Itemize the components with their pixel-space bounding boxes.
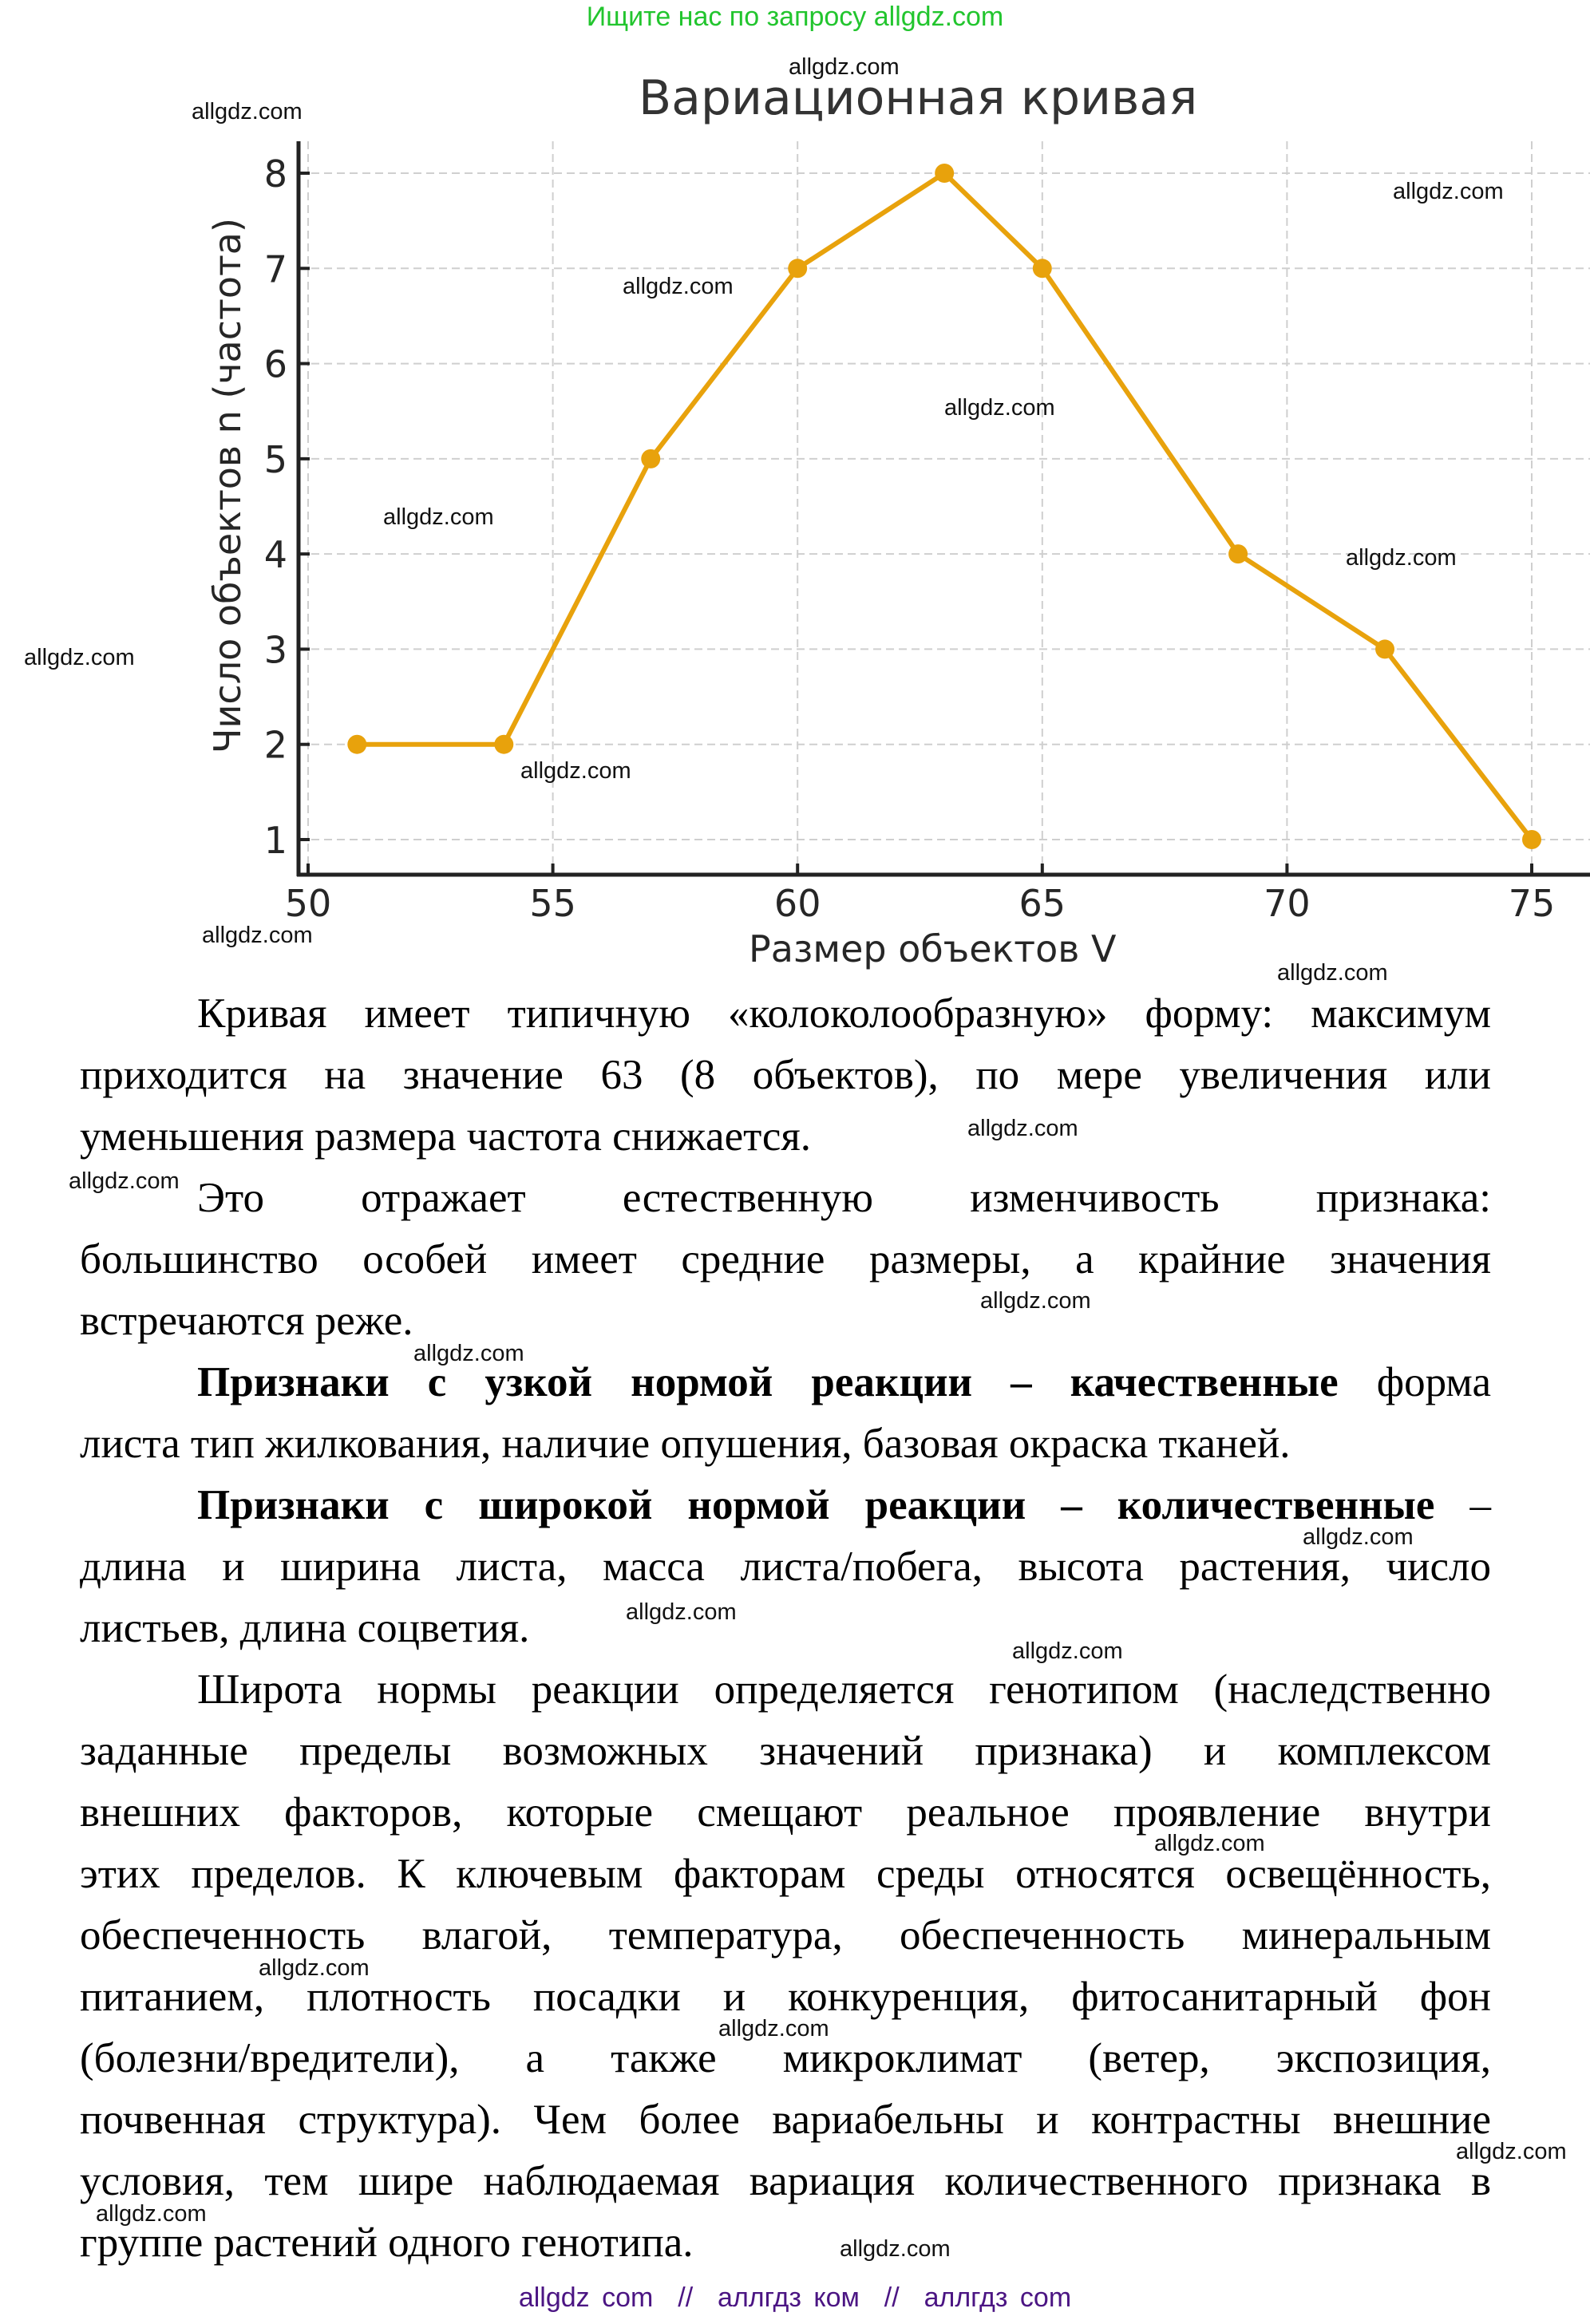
watermark: allgdz.com (718, 2016, 829, 2041)
text-line-wide-norm: Признаки с широкой нормой реакции – коли… (80, 1475, 1491, 1536)
svg-text:70: 70 (1264, 882, 1311, 925)
watermark: allgdz.com (192, 99, 303, 125)
watermark: allgdz.com (840, 2236, 951, 2262)
watermark: allgdz.com (1012, 1638, 1123, 1664)
svg-text:75: 75 (1509, 882, 1556, 925)
svg-text:55: 55 (529, 882, 576, 925)
text-line: условия, тем шире наблюдаемая вариация к… (80, 2158, 1491, 2204)
narrow-norm-rest: форма (1338, 1359, 1491, 1405)
text-line: длина и ширина листа, масса листа/побега… (80, 1543, 1491, 1590)
chart-title: Вариационная кривая (639, 70, 1198, 126)
watermark: allgdz.com (1303, 1524, 1414, 1550)
watermark: allgdz.com (967, 1116, 1078, 1141)
watermark: allgdz.com (259, 1955, 370, 1981)
watermark: allgdz.com (980, 1288, 1091, 1314)
svg-text:50: 50 (285, 882, 332, 925)
text-line: обеспеченность влагой, температура, обес… (80, 1912, 1491, 1958)
watermark: allgdz.com (1456, 2139, 1567, 2164)
svg-text:8: 8 (264, 152, 287, 196)
footer-links: allgdz com // аллгдз ком // аллгдз com (518, 2282, 1072, 2313)
text-line: листьев, длина соцветия. (80, 1605, 530, 1651)
watermark: allgdz.com (626, 1599, 737, 1625)
svg-text:6: 6 (264, 343, 287, 386)
narrow-norm-heading: Признаки с узкой нормой реакции – качест… (197, 1359, 1339, 1405)
watermark: allgdz.com (789, 54, 900, 80)
watermark: allgdz.com (96, 2201, 207, 2227)
svg-text:3: 3 (264, 628, 287, 671)
watermark: allgdz.com (1277, 960, 1388, 986)
text-line: Кривая имеет типичную «колоколообразную»… (197, 990, 1491, 1037)
watermark: allgdz.com (202, 923, 313, 948)
watermark: allgdz.com (520, 758, 631, 784)
watermark: allgdz.com (1154, 1831, 1265, 1856)
svg-text:2: 2 (264, 724, 287, 767)
text-line: питанием, плотность посадки и конкуренци… (80, 1974, 1491, 2020)
text-line: встречаются реже. (80, 1298, 413, 1344)
text-line: Это отражает естественную изменчивость п… (197, 1175, 1491, 1221)
x-axis-label: Размер объектов V (749, 927, 1117, 970)
watermark: allgdz.com (413, 1341, 524, 1366)
text-line-narrow-norm: Признаки с узкой нормой реакции – качест… (80, 1352, 1491, 1413)
chart-axes (296, 141, 1590, 877)
text-line: большинство особей имеет средние размеры… (80, 1236, 1491, 1283)
text-line: Широта нормы реакции определяется геноти… (197, 1666, 1491, 1713)
svg-text:60: 60 (774, 882, 821, 925)
svg-text:1: 1 (264, 819, 287, 862)
text-line: группе растений одного генотипа. (80, 2219, 694, 2266)
wide-norm-rest: – (1434, 1482, 1492, 1528)
watermark: allgdz.com (623, 274, 734, 299)
watermark: allgdz.com (1346, 545, 1457, 571)
text-line: заданные пределы возможных значений приз… (80, 1728, 1491, 1774)
text-line: приходится на значение 63 (8 объектов), … (80, 1052, 1491, 1098)
wide-norm-heading: Признаки с широкой нормой реакции – коли… (197, 1482, 1435, 1528)
svg-text:65: 65 (1019, 882, 1066, 925)
watermark: allgdz.com (69, 1168, 180, 1194)
series-line (357, 171, 1534, 841)
svg-text:5: 5 (264, 438, 287, 481)
svg-text:4: 4 (264, 533, 287, 576)
svg-text:7: 7 (264, 247, 287, 290)
watermark: allgdz.com (383, 504, 494, 530)
search-hint: Ищите нас по запросу allgdz.com (586, 2, 1004, 32)
variation-chart: 50 55 60 65 70 75 1 2 3 4 5 6 7 8 Вариационная кривая… (0, 0, 1590, 990)
text-line: (болезни/вредители), а также микроклимат… (80, 2035, 1491, 2081)
watermark: allgdz.com (944, 395, 1055, 421)
chart-svg: 50 55 60 65 70 75 1 2 3 4 5 6 7 8 (264, 141, 1590, 925)
tick-labels: 50 55 60 65 70 75 1 2 3 4 5 6 7 8 (264, 152, 1556, 925)
text-line: этих пределов. К ключевым факторам среды… (80, 1851, 1491, 1897)
text-line: почвенная структура). Чем более вариабел… (80, 2097, 1491, 2143)
text-line: уменьшения размера частота снижается. (80, 1113, 812, 1160)
watermark: allgdz.com (24, 645, 135, 670)
text-line: листа тип жилкования, наличие опушения, … (80, 1421, 1291, 1467)
text-line: внешних факторов, которые смещают реальн… (80, 1789, 1491, 1836)
series-markers (347, 164, 1541, 849)
watermark: allgdz.com (1393, 179, 1504, 204)
chart-ticks (299, 172, 1533, 875)
y-axis-label: Число объектов n (частота) (206, 218, 249, 753)
